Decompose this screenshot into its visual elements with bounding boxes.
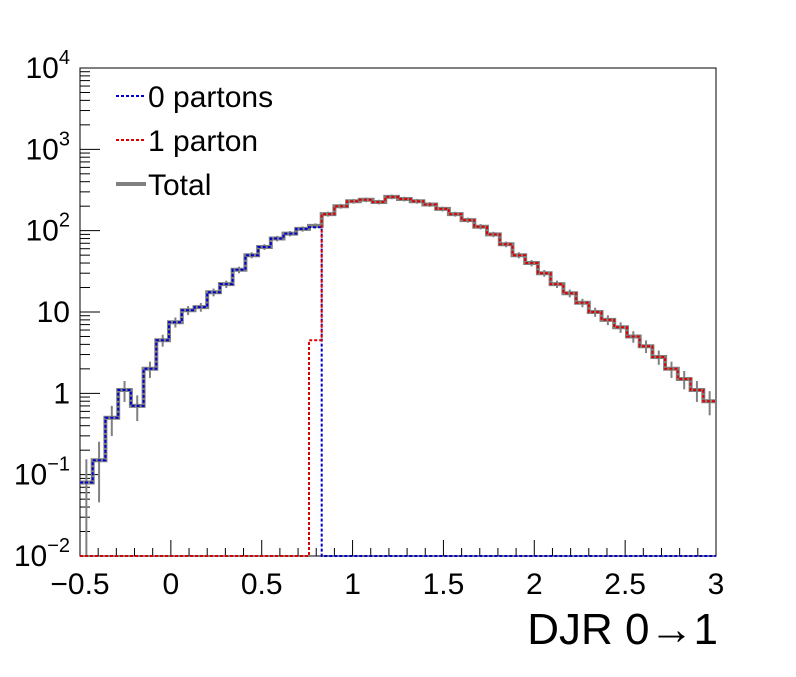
series-line-1-parton — [80, 195, 716, 557]
y-tick-label: 10−2 — [14, 535, 70, 573]
legend: 0 partons 1 parton Total — [116, 81, 273, 202]
series-line-0-partons — [80, 226, 716, 557]
x-tick-label: −0.5 — [50, 568, 109, 601]
x-tick-label: 0 — [163, 568, 180, 601]
y-tick-label: 1 — [53, 377, 70, 410]
x-tick-label: 3 — [708, 568, 725, 601]
x-tick-label: 2.5 — [604, 568, 646, 601]
legend-label: Total — [148, 169, 211, 202]
x-tick-label: 1 — [344, 568, 361, 601]
series-line-total — [80, 194, 716, 485]
axis-ticks: −0.5 0 0.5 1 1.5 2 2.5 3 10−2 10−1 1 10 102 103 104 — [14, 47, 725, 601]
y-tick-label: 104 — [26, 47, 71, 85]
x-tick-label: 2 — [526, 568, 543, 601]
legend-label: 0 partons — [148, 81, 273, 114]
legend-label: 1 parton — [148, 125, 258, 158]
x-tick-label: 1.5 — [423, 568, 465, 601]
x-axis-title: DJR 0→1 — [527, 605, 718, 654]
y-tick-label: 10−1 — [14, 454, 70, 492]
y-tick-label: 102 — [26, 210, 71, 248]
y-tick-label: 103 — [26, 128, 71, 166]
x-tick-label: 0.5 — [241, 568, 283, 601]
series-layer — [80, 194, 716, 557]
y-tick-label: 10 — [37, 296, 70, 329]
